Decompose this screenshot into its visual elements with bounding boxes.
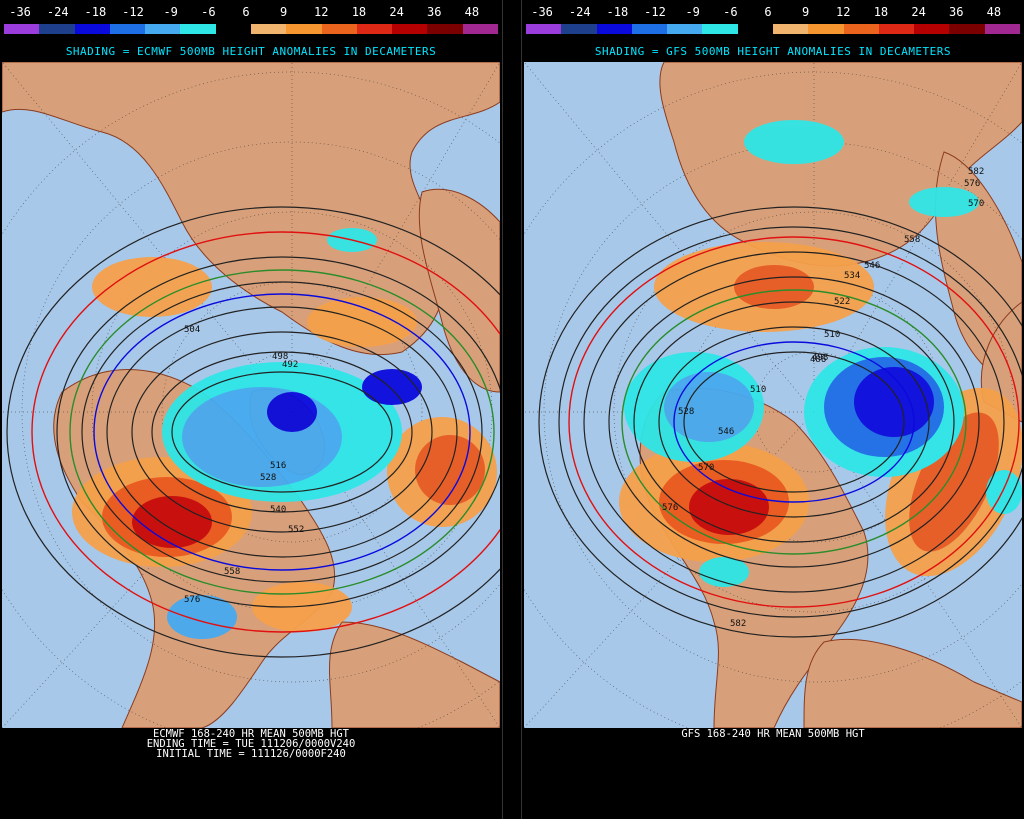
colorbar-swatch <box>145 24 181 34</box>
scale-label: -6 <box>723 5 738 19</box>
scale-label: -36 <box>531 5 553 19</box>
colorbar-swatch <box>215 24 251 34</box>
colorbar-swatch <box>250 24 287 34</box>
contour-label: 522 <box>834 297 850 307</box>
scale-label: 36 <box>948 5 964 19</box>
scale-label: -9 <box>163 5 178 19</box>
panel-footer: GFS 168-240 HR MEAN 500MB HGT <box>522 728 1024 740</box>
contour-label: 546 <box>864 261 880 271</box>
scale-label: 9 <box>802 5 810 19</box>
contour-label: 534 <box>844 271 860 281</box>
scale-label: 12 <box>836 5 851 19</box>
scale-label: -12 <box>122 5 144 19</box>
contour-label: 546 <box>718 427 734 437</box>
scale-label: 48 <box>986 5 1002 19</box>
colorbar-swatch <box>808 24 844 34</box>
colorbar-swatch <box>702 24 738 34</box>
contour-label: 510 <box>750 385 766 395</box>
scale-label: -18 <box>84 5 107 19</box>
ecmwf-map: 504 498 492 516 528 540 552 558 576 <box>2 62 500 728</box>
colorbar-swatch <box>737 24 773 34</box>
colorbar-swatch <box>772 24 809 34</box>
colorbar-swatch <box>561 24 597 34</box>
scale-label: -36 <box>9 5 31 19</box>
colorbar-swatch <box>596 24 632 34</box>
colorbar-swatch <box>321 24 357 34</box>
scale-label: -18 <box>606 5 629 19</box>
scale-label: 48 <box>464 5 480 19</box>
scale-label: 24 <box>911 5 926 19</box>
colorbar-swatch <box>109 24 146 34</box>
colorbar-swatch <box>39 24 75 34</box>
scale-label: 36 <box>426 5 442 19</box>
contour-label: 576 <box>662 503 678 513</box>
contour-label: 576 <box>184 595 200 605</box>
panel-subtitle: SHADING = ECMWF 500MB HEIGHT ANOMALIES I… <box>65 45 437 58</box>
colorbar-swatch <box>462 24 498 34</box>
panel-footer: ECMWF 168-240 HR MEAN 500MB HGT ENDING T… <box>0 728 502 760</box>
gfs-panel: -36 -24 -18 -12 -9 -6 6 9 12 18 24 36 48… <box>522 0 1024 819</box>
colorbar-swatch <box>180 24 216 34</box>
scale-label: -12 <box>644 5 666 19</box>
colorbar-swatch <box>356 24 393 34</box>
contour-label: 510 <box>824 330 840 340</box>
colorbar-swatch <box>878 24 915 34</box>
colorbar-swatch <box>914 24 950 34</box>
scale-label: 18 <box>873 5 889 19</box>
anomaly-scale-labels: -36 -24 -18 -12 -9 -6 6 9 12 18 24 36 48 <box>0 6 502 18</box>
scale-label: 24 <box>389 5 404 19</box>
contour-label: 570 <box>968 199 984 209</box>
contour-label: 492 <box>282 360 298 370</box>
colorbar-swatch <box>392 24 428 34</box>
contour-label: 528 <box>678 407 694 417</box>
anomaly-scale-labels: -36 -24 -18 -12 -9 -6 6 9 12 18 24 36 48 <box>522 6 1024 18</box>
colorbar-swatch <box>74 24 110 34</box>
footer-initial-time: INITIAL TIME = 111126/0000F240 <box>156 748 346 760</box>
colorbar-swatch <box>4 24 40 34</box>
polar-map-svg: 582 576 570 558 546 534 522 510 498 486 … <box>524 62 1022 728</box>
contour-label: 582 <box>968 167 984 177</box>
contour-label: 486 <box>810 355 826 365</box>
panel-divider <box>502 0 522 819</box>
anomaly-colorbar <box>526 24 1020 34</box>
scale-label: 12 <box>314 5 329 19</box>
scale-label: 6 <box>242 5 250 19</box>
contour-label: 552 <box>288 525 304 535</box>
footer-title: ECMWF 168-240 HR MEAN 500MB HGT <box>153 728 349 740</box>
polar-map-svg: 504 498 492 516 528 540 552 558 576 <box>2 62 500 728</box>
gfs-map: 582 576 570 558 546 534 522 510 498 486 … <box>524 62 1022 728</box>
contour-label: 516 <box>270 461 286 471</box>
anomaly-colorbar <box>4 24 498 34</box>
scale-label: -9 <box>685 5 700 19</box>
panel-subtitle: SHADING = GFS 500MB HEIGHT ANOMALIES IN … <box>594 45 952 58</box>
contour-label: 582 <box>730 619 746 629</box>
ecmwf-panel: -36 -24 -18 -12 -9 -6 6 9 12 18 24 36 48… <box>0 0 502 819</box>
contour-label: 528 <box>260 473 276 483</box>
scale-label: -24 <box>46 5 69 19</box>
contour-label: 498 <box>812 353 828 363</box>
contour-label: 558 <box>904 235 920 245</box>
colorbar-swatch <box>984 24 1020 34</box>
scale-label: -6 <box>201 5 216 19</box>
contour-label: 576 <box>964 179 980 189</box>
contour-label: 570 <box>698 463 714 473</box>
contour-label: 540 <box>270 505 286 515</box>
colorbar-swatch <box>949 24 985 34</box>
contour-label: 498 <box>272 352 288 362</box>
contour-label: 504 <box>184 325 200 335</box>
scale-label: 6 <box>764 5 772 19</box>
footer-ending-time: ENDING TIME = TUE 111206/0000V240 <box>146 738 356 750</box>
colorbar-swatch <box>286 24 322 34</box>
colorbar-swatch <box>631 24 668 34</box>
contour-label: 558 <box>224 567 240 577</box>
footer-title: GFS 168-240 HR MEAN 500MB HGT <box>681 728 865 740</box>
colorbar-swatch <box>427 24 463 34</box>
colorbar-swatch <box>843 24 879 34</box>
colorbar-swatch <box>667 24 703 34</box>
scale-label: -24 <box>568 5 591 19</box>
scale-label: 18 <box>351 5 367 19</box>
scale-label: 9 <box>280 5 288 19</box>
colorbar-swatch <box>526 24 562 34</box>
